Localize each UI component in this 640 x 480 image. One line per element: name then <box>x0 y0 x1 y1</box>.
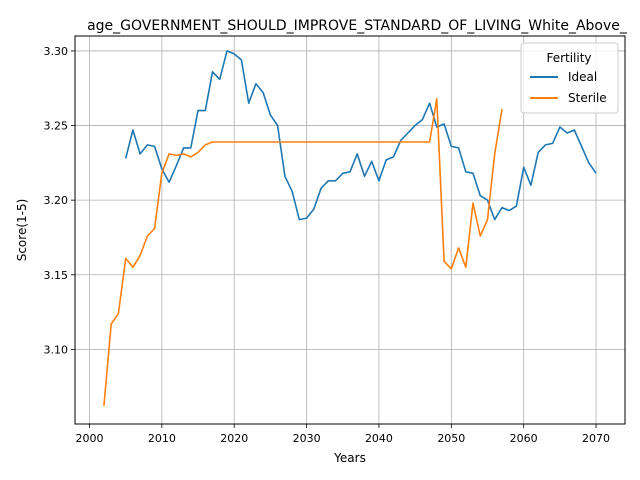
legend-label-sterile: Sterile <box>568 91 607 105</box>
x-tick-label: 2030 <box>293 432 321 445</box>
x-tick-label: 2050 <box>437 432 465 445</box>
chart-title: age_GOVERNMENT_SHOULD_IMPROVE_STANDARD_O… <box>87 18 628 34</box>
series-lines <box>103 50 597 407</box>
x-tick-label: 2040 <box>365 432 393 445</box>
legend-title: Fertility <box>546 51 591 65</box>
y-axis-ticks: 3.10 3.15 3.20 3.25 3.30 <box>44 45 75 356</box>
series-line-ideal <box>124 50 597 221</box>
x-tick-label: 2060 <box>510 432 538 445</box>
x-tick-label: 2020 <box>220 432 248 445</box>
y-tick-label: 3.10 <box>44 343 69 356</box>
series-line-sterile <box>103 97 503 407</box>
y-tick-label: 3.30 <box>44 45 69 58</box>
plot-area-frame <box>74 35 626 425</box>
legend-box <box>520 42 619 114</box>
y-tick-label: 3.25 <box>44 120 69 133</box>
x-tick-label: 2010 <box>148 432 176 445</box>
x-axis-ticks: 2000 2010 2020 2030 2040 2050 2060 2070 <box>75 424 610 445</box>
legend: Fertility Ideal Sterile <box>520 42 619 114</box>
y-tick-label: 3.15 <box>44 269 69 282</box>
y-tick-label: 3.20 <box>44 194 69 207</box>
x-tick-label: 2000 <box>75 432 103 445</box>
x-axis-label: Years <box>333 451 366 465</box>
legend-label-ideal: Ideal <box>568 70 597 84</box>
y-axis-label: Score(1-5) <box>15 199 29 262</box>
x-tick-label: 2070 <box>582 432 610 445</box>
